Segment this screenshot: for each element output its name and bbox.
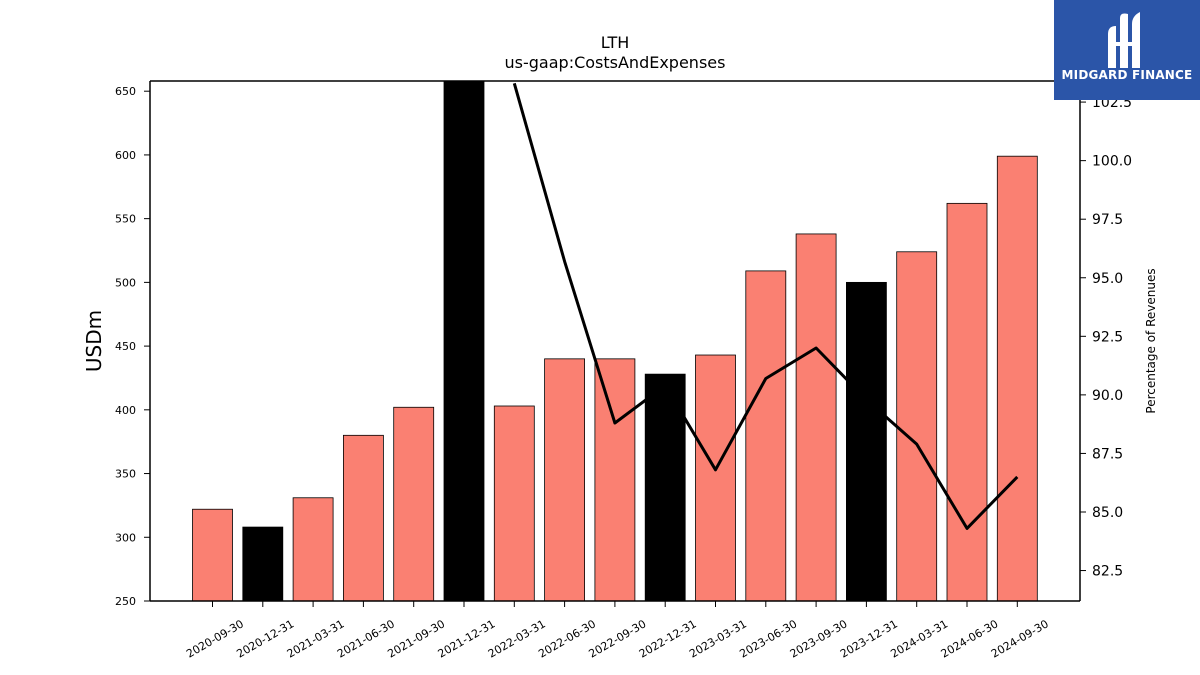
bar	[342, 434, 384, 602]
y2-tick-label: 97.5	[1092, 212, 1123, 228]
bar	[192, 508, 233, 602]
bar	[896, 251, 938, 602]
bar	[242, 526, 284, 602]
y-tick-label: 500	[115, 276, 136, 289]
chart-subtitle: us-gaap:CostsAndExpenses	[505, 53, 726, 72]
bar	[544, 358, 585, 602]
y2-axis-label: Percentage of Revenues	[1144, 268, 1158, 413]
y-axis-label: USDm	[82, 310, 106, 372]
bar	[946, 202, 988, 602]
logo-mark-icon	[1108, 12, 1140, 68]
bars-group	[192, 80, 1038, 602]
bar	[745, 270, 787, 602]
y-tick-label: 600	[115, 149, 136, 162]
y-tick-label: 300	[115, 531, 136, 544]
percentage-line	[512, 82, 1019, 530]
logo-text: MIDGARD FINANCE	[1061, 68, 1193, 82]
x-tick-label: 2024-09-30	[989, 617, 1051, 660]
y-tick-label: 250	[115, 595, 136, 608]
y-tick-label: 350	[115, 468, 136, 481]
y-tick-label: 400	[115, 404, 136, 417]
bar	[795, 233, 837, 602]
line-group	[512, 82, 1019, 530]
bar	[393, 406, 435, 602]
bar	[594, 358, 636, 602]
y-tick-label: 650	[115, 85, 136, 98]
y2-tick-label: 92.5	[1092, 329, 1123, 345]
bar	[493, 405, 535, 602]
y2-tick-label: 100.0	[1092, 154, 1132, 170]
y2-tick-label: 85.0	[1092, 505, 1123, 521]
y2-tick-label: 95.0	[1092, 271, 1123, 287]
bar	[695, 354, 736, 602]
y2-tick-label: 87.5	[1092, 446, 1123, 462]
bar	[443, 80, 485, 602]
y-tick-label: 450	[115, 340, 136, 353]
y2-tick-label: 90.0	[1092, 388, 1123, 404]
brand-logo: MIDGARD FINANCE	[1054, 0, 1200, 100]
bar	[644, 373, 686, 602]
bar	[996, 155, 1038, 602]
bar	[846, 281, 887, 602]
y2-tick-label: 82.5	[1092, 564, 1123, 580]
chart-title: LTH	[601, 33, 630, 52]
bar	[292, 497, 334, 602]
y-tick-label: 550	[115, 213, 136, 226]
